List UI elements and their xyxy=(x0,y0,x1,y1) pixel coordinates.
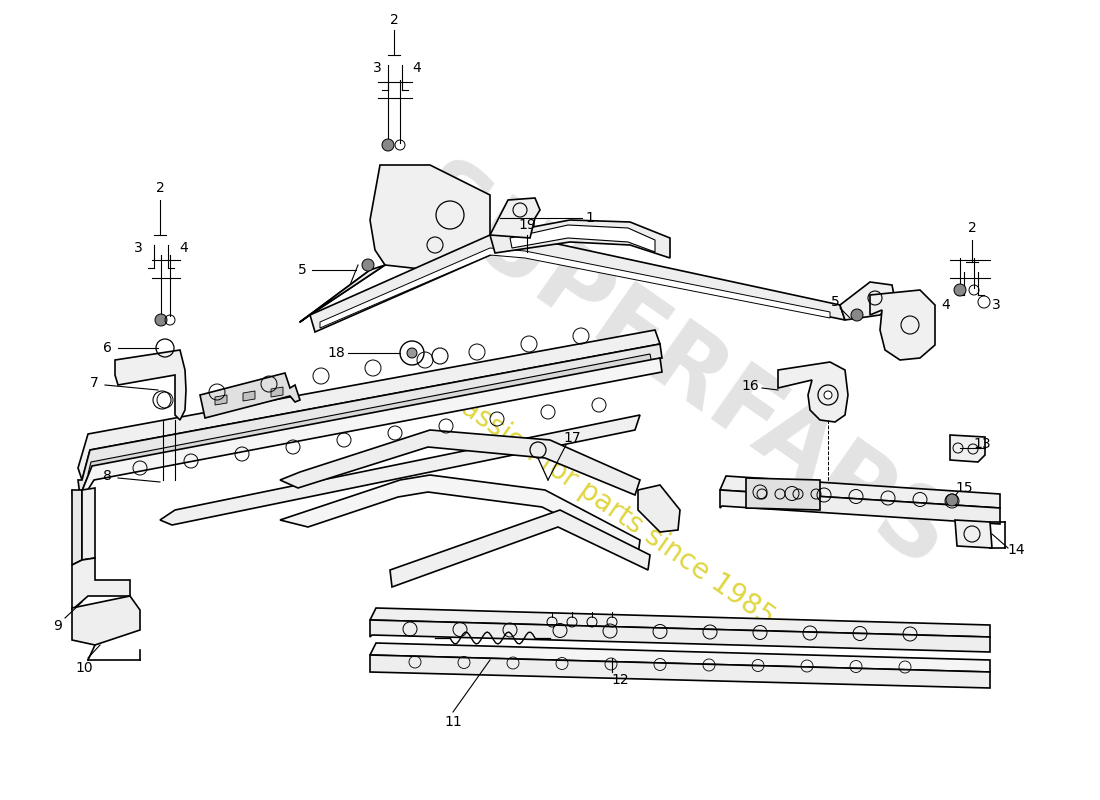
Polygon shape xyxy=(746,478,820,510)
Polygon shape xyxy=(778,362,848,422)
Circle shape xyxy=(824,391,832,399)
Text: 2: 2 xyxy=(968,221,977,235)
Circle shape xyxy=(954,284,966,296)
Polygon shape xyxy=(955,520,992,548)
Text: 18: 18 xyxy=(327,346,345,360)
Polygon shape xyxy=(300,265,385,322)
Text: 10: 10 xyxy=(75,661,92,675)
Polygon shape xyxy=(280,475,640,555)
Text: 1: 1 xyxy=(585,211,594,225)
Polygon shape xyxy=(78,330,660,480)
Text: 6: 6 xyxy=(102,341,111,355)
Polygon shape xyxy=(72,558,130,610)
Text: 2: 2 xyxy=(389,13,398,27)
Polygon shape xyxy=(82,488,95,560)
Polygon shape xyxy=(370,643,990,672)
Text: 5: 5 xyxy=(830,295,839,309)
Text: 5: 5 xyxy=(298,263,307,277)
Text: a passion for parts since 1985: a passion for parts since 1985 xyxy=(420,368,780,632)
Polygon shape xyxy=(72,358,662,512)
Text: 4: 4 xyxy=(179,241,188,255)
Polygon shape xyxy=(370,165,490,270)
Polygon shape xyxy=(243,391,255,401)
Circle shape xyxy=(382,139,394,151)
Polygon shape xyxy=(870,290,935,360)
Polygon shape xyxy=(720,476,1000,508)
Text: 3: 3 xyxy=(373,61,382,75)
Polygon shape xyxy=(280,430,640,495)
Polygon shape xyxy=(271,387,283,397)
Text: 3: 3 xyxy=(134,241,143,255)
Text: 12: 12 xyxy=(612,673,629,687)
Circle shape xyxy=(155,314,167,326)
Polygon shape xyxy=(490,198,540,238)
Polygon shape xyxy=(840,282,895,320)
Polygon shape xyxy=(78,344,662,496)
Text: 8: 8 xyxy=(102,469,111,483)
Text: 9: 9 xyxy=(54,619,63,633)
Text: 3: 3 xyxy=(992,298,1001,312)
Text: 2: 2 xyxy=(155,181,164,195)
Text: 13: 13 xyxy=(974,437,991,451)
Text: 19: 19 xyxy=(518,218,536,232)
Circle shape xyxy=(407,348,417,358)
Polygon shape xyxy=(214,395,227,405)
Polygon shape xyxy=(116,350,186,420)
Polygon shape xyxy=(720,490,1000,524)
Circle shape xyxy=(851,309,864,321)
Text: 16: 16 xyxy=(741,379,759,393)
Polygon shape xyxy=(390,510,650,587)
Text: 17: 17 xyxy=(563,431,581,445)
Text: 4: 4 xyxy=(942,298,950,312)
Polygon shape xyxy=(72,490,82,565)
Polygon shape xyxy=(160,415,640,525)
Polygon shape xyxy=(310,235,845,332)
Text: 11: 11 xyxy=(444,715,462,729)
Polygon shape xyxy=(490,220,670,258)
Polygon shape xyxy=(950,435,984,462)
Text: SUPERFAPS: SUPERFAPS xyxy=(394,150,966,590)
Polygon shape xyxy=(88,354,652,474)
Circle shape xyxy=(946,494,958,506)
Text: 14: 14 xyxy=(1008,543,1025,557)
Polygon shape xyxy=(370,655,990,688)
Text: 15: 15 xyxy=(955,481,972,495)
Polygon shape xyxy=(320,248,830,328)
Text: 4: 4 xyxy=(412,61,420,75)
Polygon shape xyxy=(510,225,654,252)
Polygon shape xyxy=(200,373,300,418)
Polygon shape xyxy=(72,596,140,645)
Circle shape xyxy=(362,259,374,271)
Polygon shape xyxy=(370,608,990,637)
Polygon shape xyxy=(370,620,990,652)
Text: 7: 7 xyxy=(89,376,98,390)
Polygon shape xyxy=(638,485,680,532)
